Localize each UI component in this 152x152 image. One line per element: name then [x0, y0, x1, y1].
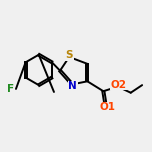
Text: S: S — [65, 50, 73, 60]
Text: O1: O1 — [100, 102, 116, 112]
Text: N: N — [68, 81, 77, 91]
Text: O2: O2 — [111, 80, 127, 90]
Text: F: F — [7, 84, 14, 94]
